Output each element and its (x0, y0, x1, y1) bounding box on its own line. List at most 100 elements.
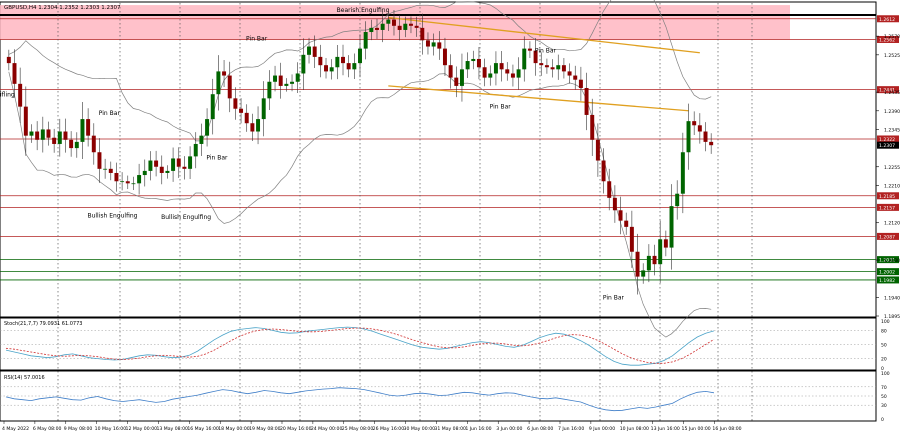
candle-body (697, 125, 702, 132)
candle (482, 58, 487, 87)
candle (91, 123, 96, 165)
candle-body (142, 170, 147, 176)
time-tick-label: 3 Jun 00:00 (496, 426, 522, 432)
candle-body (244, 112, 249, 124)
candle (425, 32, 430, 55)
candle-body (318, 56, 323, 66)
candle-body (465, 61, 470, 70)
candle-body (709, 141, 714, 146)
candle-body (222, 71, 227, 76)
candle (403, 16, 408, 38)
candle (465, 52, 470, 79)
candle-body (607, 181, 612, 198)
candle-body (148, 160, 153, 171)
price-tick-label: 1.2255 (884, 165, 900, 171)
time-tick-label: 9 Jun 00:00 (589, 426, 615, 432)
candle-body (431, 42, 436, 47)
candle (658, 220, 663, 283)
stoch-header: Stoch(21,7,7) 79.0931 61.0773 (4, 321, 82, 327)
candle-body (69, 139, 74, 149)
candle (499, 50, 504, 82)
candle (216, 55, 221, 111)
candle (6, 49, 11, 71)
candle (256, 106, 261, 145)
candle-body (86, 119, 91, 136)
resistance-tag-box (877, 35, 899, 43)
candle (414, 16, 419, 37)
candle-body (652, 255, 657, 265)
candle-body (307, 46, 312, 55)
candle (295, 62, 300, 93)
candle-body (159, 166, 164, 173)
resistance-tag-label: 1.2185 (879, 194, 895, 200)
candle-body (97, 152, 102, 169)
resistance-tag-box (877, 86, 899, 94)
candle-body (193, 143, 198, 157)
resistance-price-tag: 1.2087 (877, 232, 899, 240)
candle-body (205, 119, 210, 136)
candle-body (488, 73, 493, 78)
candle-body (6, 56, 11, 64)
candle (142, 159, 147, 187)
candle (522, 36, 527, 82)
candle (273, 65, 278, 92)
candle (550, 59, 555, 78)
candle (397, 15, 402, 41)
candle-body (171, 158, 176, 171)
candle (471, 50, 476, 70)
price-tick-label: 1.2570 (884, 34, 900, 40)
price-tick-label: 1.2120 (884, 221, 900, 227)
candle (239, 98, 244, 124)
candle (595, 123, 600, 177)
osc-tick-label: 20 (881, 357, 887, 363)
candle-body (363, 32, 368, 49)
candle (442, 37, 447, 76)
candle (97, 138, 102, 183)
candle (35, 121, 40, 151)
candle-body (624, 220, 629, 227)
candle (307, 37, 312, 64)
candle-body (267, 81, 272, 99)
support-tag-box (877, 268, 899, 276)
candle (329, 59, 334, 80)
candle-body (527, 48, 532, 51)
time-tick-label: 20 May 16:00 (280, 426, 312, 432)
candle (63, 118, 68, 153)
candle-body (233, 98, 238, 109)
time-tick-label: 9 May 08:00 (64, 426, 93, 432)
candle-body (459, 69, 464, 86)
candle-body (216, 71, 221, 95)
support-tag-box (877, 256, 899, 264)
candle-body (516, 69, 521, 78)
osc-tick-label: 0 (881, 417, 884, 423)
price-tick-label: 1.2345 (884, 127, 900, 133)
candle-body (176, 158, 181, 167)
candle (692, 111, 697, 136)
pattern-label: Pin Bar (206, 155, 228, 162)
candle (641, 263, 646, 284)
candle (363, 21, 368, 60)
osc-tick-label: 50 (881, 343, 887, 349)
candle-body (312, 46, 317, 57)
candle-body (680, 152, 685, 194)
candle-body (692, 121, 697, 126)
bollinger-upper (8, 0, 712, 142)
candle (556, 54, 561, 80)
candle (137, 163, 142, 195)
candle-body (397, 25, 402, 30)
osc-series-rsi (5, 387, 715, 412)
candle-body (301, 54, 306, 74)
candle-body (482, 67, 487, 78)
candle (544, 58, 549, 74)
candle-body (641, 270, 646, 277)
candle (601, 148, 606, 194)
resistance-tag-label: 1.2087 (879, 234, 895, 240)
candle-body (18, 83, 23, 107)
candle (57, 118, 62, 157)
candle (607, 168, 612, 211)
candle-body (375, 27, 379, 30)
osc-tick-label: 30 (881, 403, 887, 409)
candle (624, 212, 629, 235)
support-tag-label: 1.2031 (879, 258, 895, 264)
